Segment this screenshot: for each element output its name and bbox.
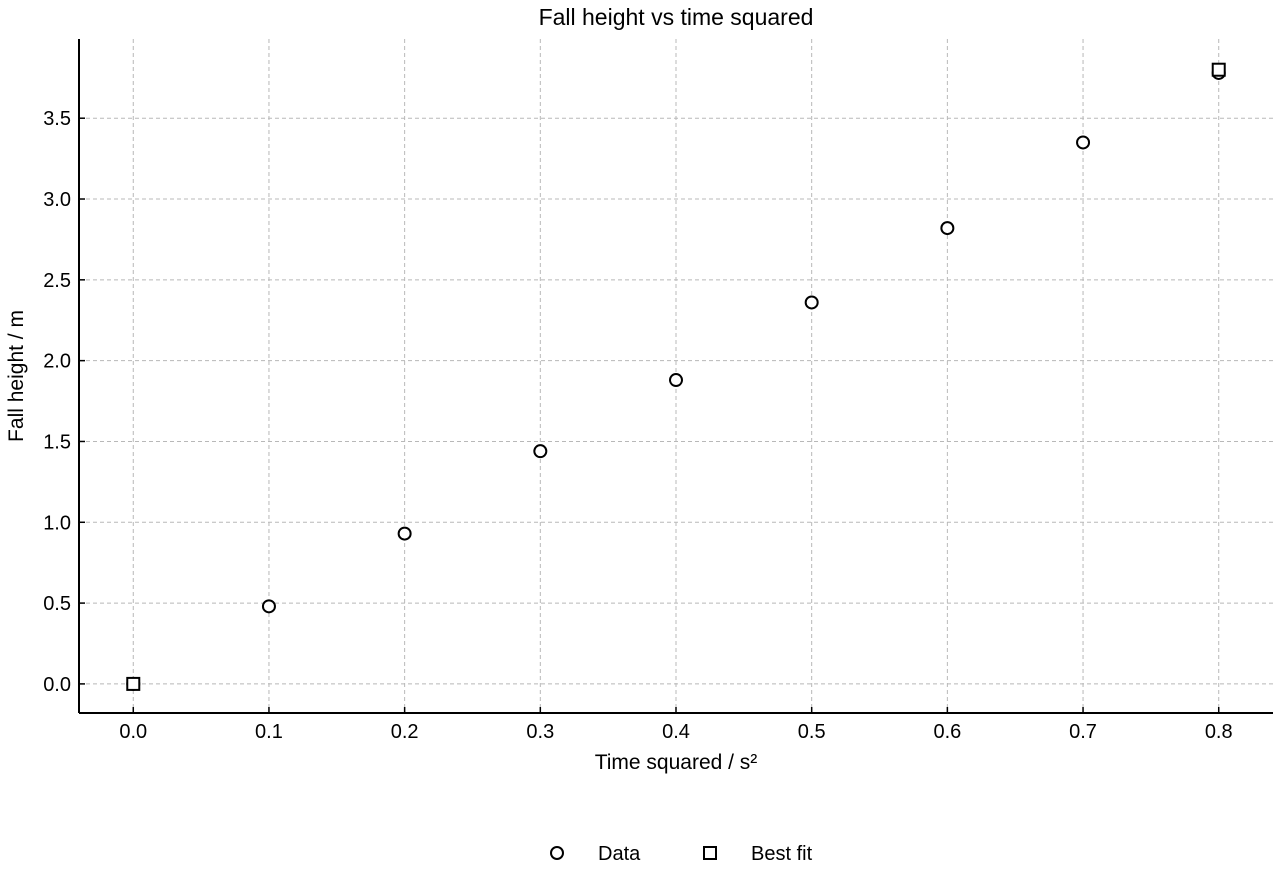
- data-point: [940, 221, 955, 236]
- x-tick-label: 0.0: [119, 721, 147, 743]
- x-tick-label: 0.2: [391, 721, 419, 743]
- x-tick-label: 0.1: [255, 721, 283, 743]
- legend-item-data: Data: [550, 843, 641, 865]
- grid: [79, 39, 1273, 713]
- y-tick-label: 3.5: [43, 108, 71, 130]
- plot-area: [126, 62, 1226, 691]
- y-tick-label: 1.0: [43, 512, 71, 534]
- axes: 0.0 0.1 0.2 0.3 0.4 0.5 0.6 0.7 0.8 0.0 0.5 1.0 1.5 2…: [43, 39, 1273, 743]
- y-tick-label: 0.5: [43, 593, 71, 615]
- legend-square-marker: [703, 846, 717, 860]
- x-tick-label: 0.6: [933, 721, 961, 743]
- y-axis-label: Fall height / m: [5, 310, 28, 442]
- legend-circle-marker: [550, 846, 564, 860]
- legend: Data Best fit: [550, 843, 813, 865]
- series-best-fit: [126, 62, 1226, 691]
- y-tick-label: 2.5: [43, 270, 71, 292]
- y-tick-label: 2.0: [43, 351, 71, 373]
- best-fit-point: [1211, 62, 1226, 77]
- data-point: [669, 373, 683, 388]
- data-point: [1076, 135, 1091, 150]
- data-point: [397, 526, 412, 541]
- legend-label: Data: [598, 843, 641, 865]
- data-point: [804, 295, 819, 310]
- legend-item-best-fit: Best fit: [703, 843, 813, 865]
- x-axis-label: Time squared / s²: [595, 751, 758, 774]
- legend-label: Best fit: [751, 843, 813, 865]
- data-point: [533, 444, 548, 459]
- best-fit-point: [126, 676, 141, 691]
- x-tick-label: 0.4: [662, 721, 690, 743]
- data-point: [261, 599, 276, 614]
- x-tick-label: 0.5: [798, 721, 826, 743]
- chart-title: Fall height vs time squared: [539, 4, 814, 30]
- y-tick-label: 0.0: [43, 674, 71, 696]
- x-tick-label: 0.3: [526, 721, 554, 743]
- y-tick-label: 1.5: [43, 431, 71, 453]
- x-tick-label: 0.7: [1069, 721, 1097, 743]
- x-tick-label: 0.8: [1205, 721, 1233, 743]
- y-tick-label: 3.0: [43, 189, 71, 211]
